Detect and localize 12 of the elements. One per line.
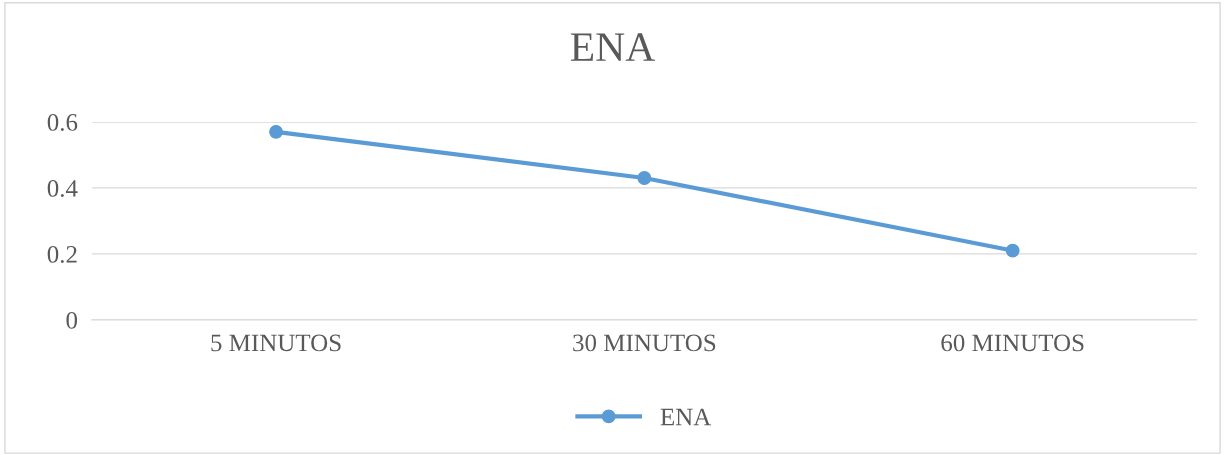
point <box>1005 243 1020 258</box>
chart-title: ENA <box>570 33 656 61</box>
y-tick-label: 0.2 <box>47 245 77 263</box>
point <box>269 124 283 139</box>
x-tick-label: 30 MINUTOS <box>573 334 716 352</box>
y-tick-label: 0 <box>66 311 78 329</box>
y-tick-label: 0.6 <box>47 113 78 131</box>
legend-label: ENA <box>660 408 712 426</box>
y-tick-label: 0.4 <box>47 179 78 197</box>
point <box>637 171 652 185</box>
x-tick-label: 5 MINUTOS <box>211 334 341 352</box>
x-tick-label: 60 MINUTOS <box>941 334 1084 352</box>
